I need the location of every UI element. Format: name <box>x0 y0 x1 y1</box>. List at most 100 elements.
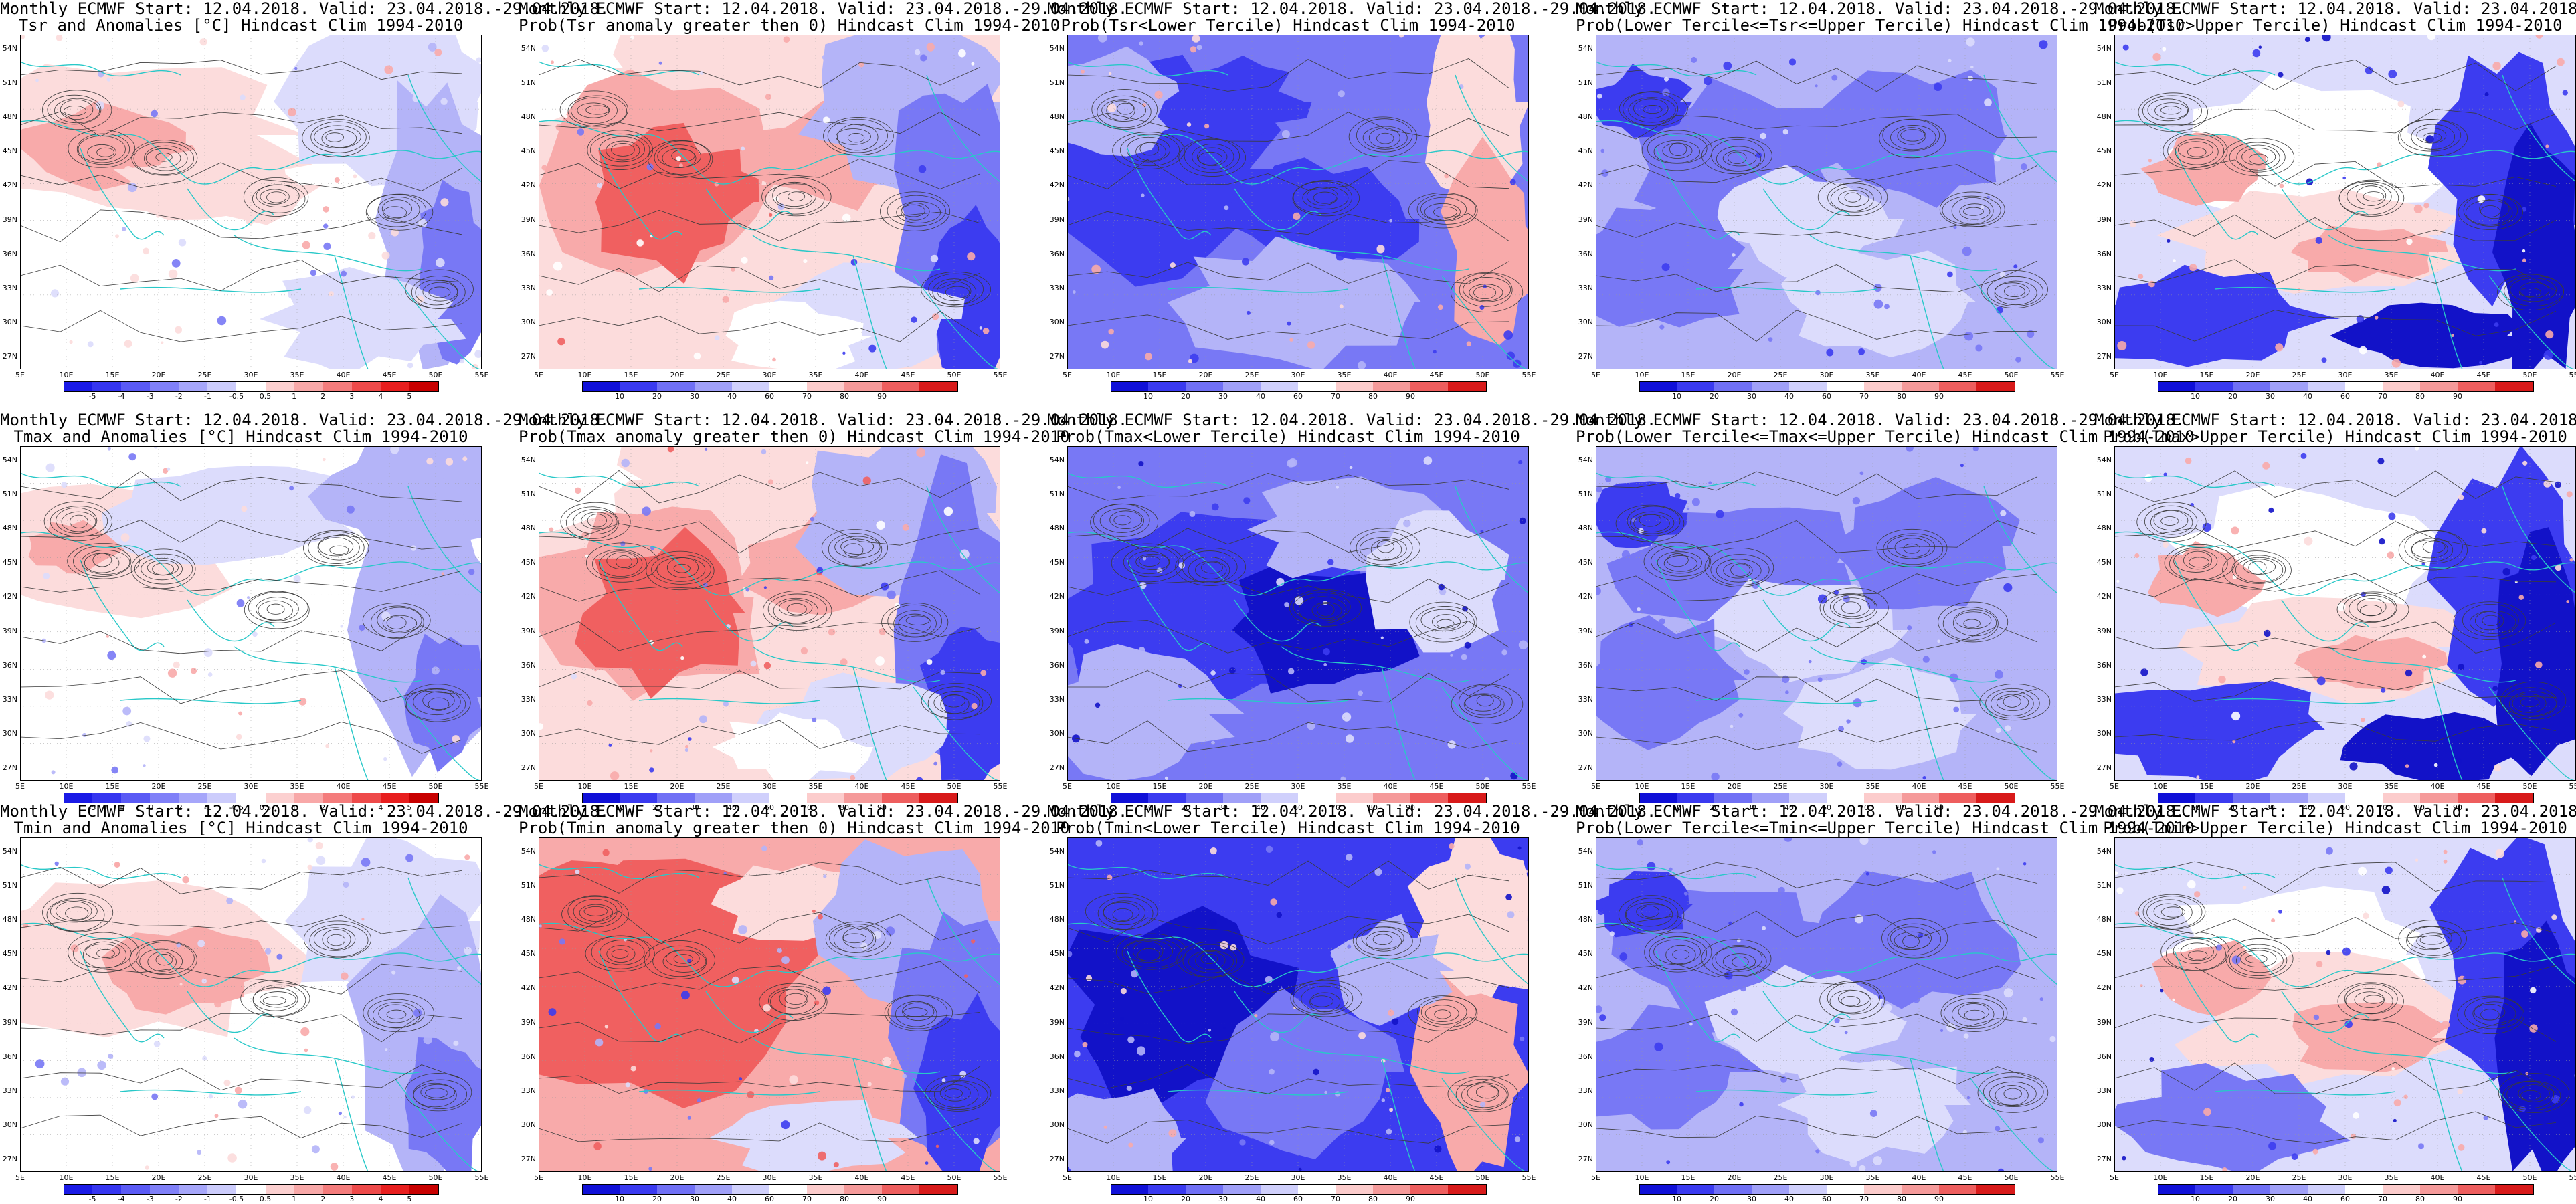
shaded-speckle <box>1127 1036 1135 1043</box>
shaded-speckle <box>1323 663 1327 666</box>
coastline <box>2114 531 2576 596</box>
shaded-speckle <box>895 603 900 609</box>
coastline <box>1067 61 1228 77</box>
shaded-speckle <box>298 698 307 706</box>
panel-title-line2: Prob(Lower Tercile<=Tmax<=Upper Tercile)… <box>1576 427 2195 446</box>
isotherm <box>1067 1013 1509 1045</box>
shaded-speckle <box>307 837 313 843</box>
shaded-speckle <box>1873 284 1882 292</box>
map-svg <box>1596 837 2057 1172</box>
shaded-speckle <box>208 1094 213 1099</box>
colorbar-tick-label: 70 <box>802 803 812 812</box>
latitude-tick-label: 39N <box>2096 626 2112 635</box>
shaded-speckle <box>182 876 189 884</box>
shaded-speckle <box>107 651 116 660</box>
latitude-tick-label: 45N <box>2096 949 2112 959</box>
latitude-tick-label: 39N <box>1049 626 1065 635</box>
shaded-speckle <box>2304 536 2313 546</box>
shaded-speckle <box>1449 843 1455 849</box>
shaded-speckle <box>1760 132 1766 140</box>
shaded-speckle <box>2388 512 2396 520</box>
temperature-contour <box>1188 950 1234 973</box>
temperature-contour <box>1981 270 2048 308</box>
shaded-speckle <box>602 849 610 856</box>
temperature-contour <box>50 506 108 537</box>
shaded-speckle <box>56 35 63 41</box>
coastline <box>120 698 302 704</box>
colorbar-segment <box>409 793 440 803</box>
temperature-contour <box>648 140 713 178</box>
longitude-tick-label: 25E <box>2292 371 2306 379</box>
latitude-tick-label: 48N <box>2 112 17 122</box>
temperature-contour <box>567 95 628 127</box>
shaded-speckle <box>769 213 773 217</box>
temperature-contour <box>1200 953 1218 964</box>
colorbar-tick-label: 20 <box>1181 1195 1190 1203</box>
temperature-contour <box>1290 979 1363 1017</box>
temperature-contour <box>1109 510 1143 529</box>
temperature-contour <box>1628 97 1676 123</box>
shaded-speckle <box>1834 1017 1840 1024</box>
shaded-speckle <box>167 467 171 471</box>
temperature-contour <box>788 191 806 202</box>
longitude-tick-label: 25E <box>1245 782 1259 791</box>
latitude-tick-label: 45N <box>1578 146 1593 156</box>
shaded-speckle <box>1082 1041 1088 1047</box>
shaded-speckle <box>1211 503 1219 511</box>
shaded-speckle <box>1346 854 1353 861</box>
shaded-speckle <box>1388 270 1392 274</box>
shaded-speckle <box>2209 672 2217 680</box>
temperature-contour <box>1182 944 1237 977</box>
latitude-tick-label: 30N <box>1049 317 1065 326</box>
isotherm <box>2114 1062 2557 1094</box>
shaded-speckle <box>1437 304 1443 310</box>
temperature-contour <box>1302 186 1349 209</box>
latitude-tick-label: 45N <box>2 146 17 156</box>
longitude-tick-label: 20E <box>151 782 166 791</box>
shaded-speckle <box>361 918 365 921</box>
temperature-contour <box>827 118 888 153</box>
isotherm <box>539 265 981 292</box>
temperature-contour <box>591 549 647 579</box>
temperature-contour <box>1712 946 1767 976</box>
shaded-speckle <box>2483 1115 2488 1120</box>
latitude-tick-label: 42N <box>2 592 17 601</box>
longitude-tick-label: 25E <box>2292 782 2306 791</box>
shaded-speckle <box>1854 914 1863 924</box>
latitude-tick-label: 33N <box>521 694 536 704</box>
shaded-region <box>1782 657 1977 770</box>
shaded-region <box>539 446 642 533</box>
colorbar-tick-label: 3 <box>349 803 355 812</box>
latitude-tick-label: 51N <box>2 881 17 890</box>
shaded-speckle <box>1778 886 1785 894</box>
shaded-speckle <box>1327 559 1334 565</box>
latitude-tick-label: 27N <box>1578 763 1593 772</box>
shaded-speckle <box>1689 1023 1693 1026</box>
temperature-contour <box>1653 140 1700 163</box>
panel-title-line1: Monthly ECMWF Start: 12.04.2018. Valid: … <box>2094 0 2576 18</box>
latitude-tick-label: 33N <box>2 283 17 292</box>
latitude-tick-label: 42N <box>2096 983 2112 993</box>
shaded-speckle <box>818 1151 826 1161</box>
forecast-panel: Monthly ECMWF Start: 12.04.2018. Valid: … <box>1047 0 1656 401</box>
temperature-contour <box>903 1007 928 1017</box>
latitude-tick-label: 36N <box>2 660 17 670</box>
longitude-tick-label: 50E <box>1475 371 1490 379</box>
shaded-speckle <box>648 1167 652 1171</box>
shaded-speckle <box>680 991 690 1000</box>
temperature-contour <box>1116 933 1187 970</box>
shaded-speckle <box>1596 587 1601 595</box>
shaded-speckle <box>1170 262 1176 268</box>
latitude-tick-label: 51N <box>1049 881 1065 890</box>
shaded-speckle <box>60 1077 70 1086</box>
temperature-contour <box>43 501 112 542</box>
forecast-panel: Monthly ECMWF Start: 12.04.2018. Valid: … <box>519 411 1127 813</box>
shaded-speckle <box>2418 1143 2424 1150</box>
longitude-tick-label: 55E <box>2569 782 2576 791</box>
colorbar-segment <box>265 793 295 803</box>
shaded-speckle <box>440 198 449 207</box>
isotherm <box>539 470 981 504</box>
latitude-tick-label: 27N <box>1049 1155 1065 1163</box>
temperature-contour <box>611 143 635 157</box>
shaded-speckle <box>1811 114 1815 119</box>
